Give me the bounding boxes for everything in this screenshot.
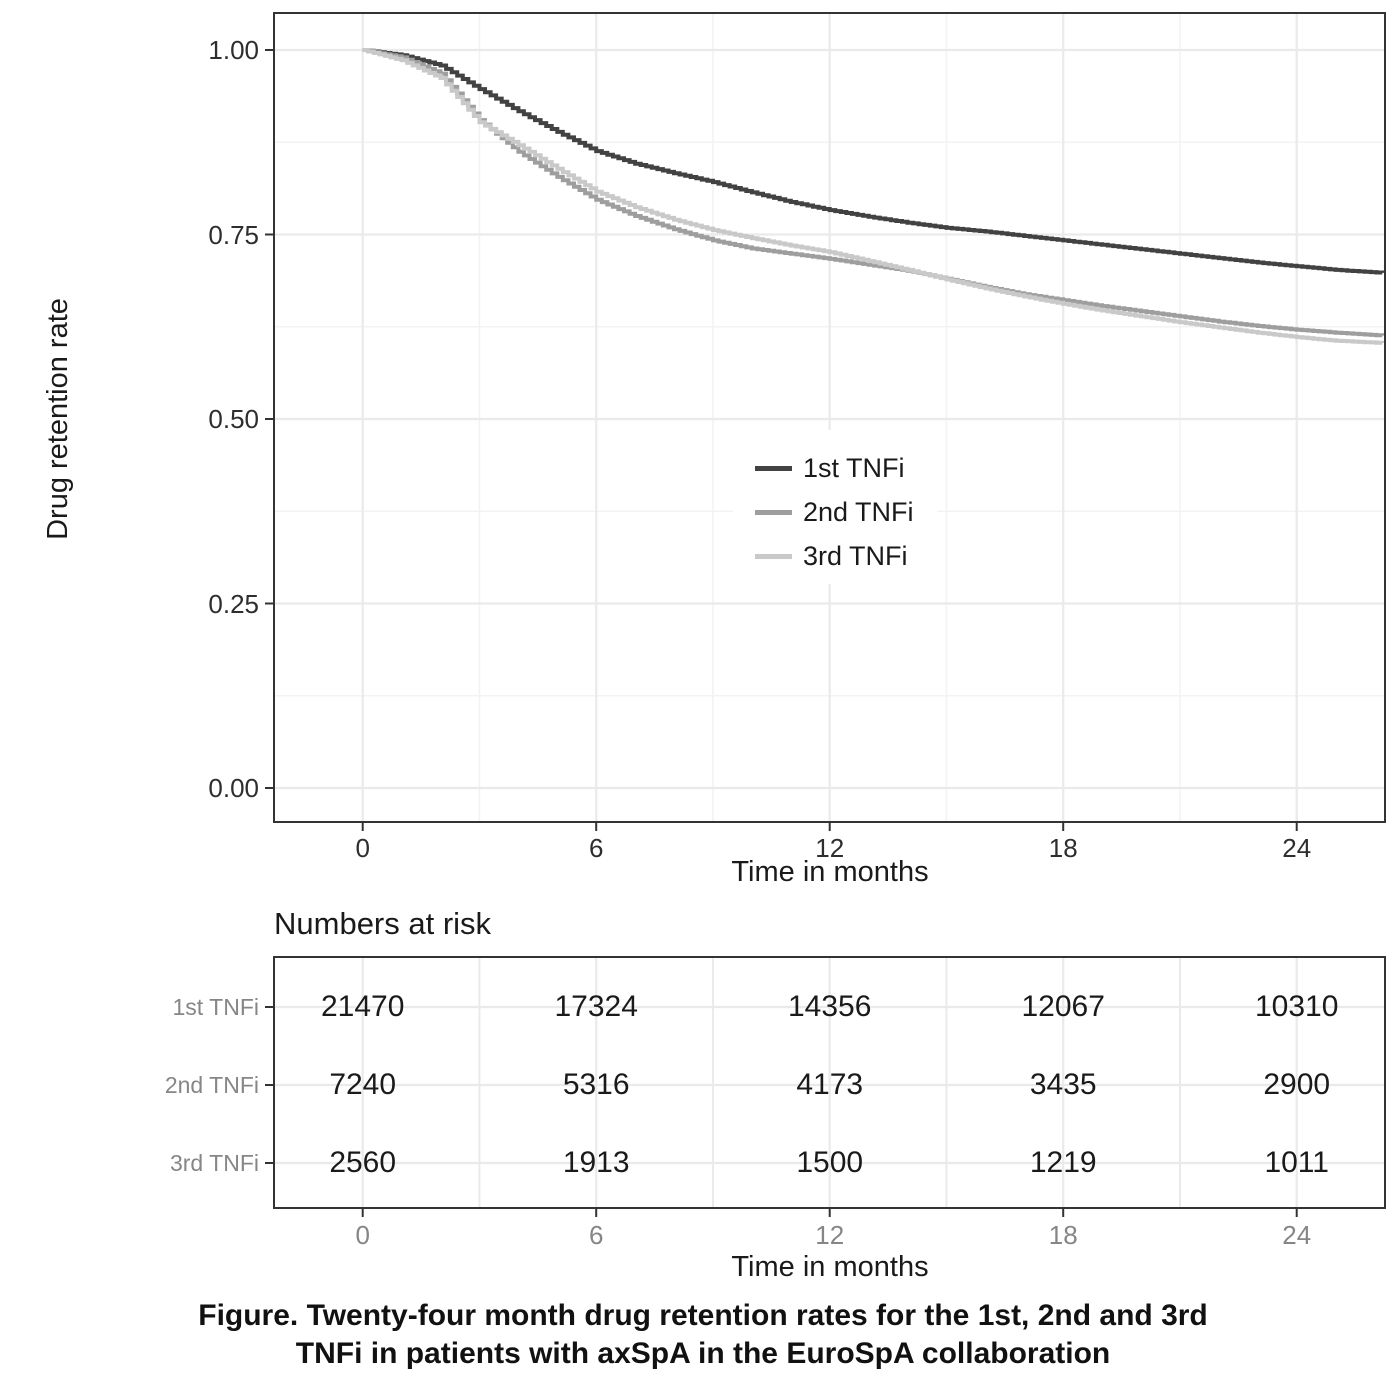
risk-value: 3435	[1029, 1068, 1097, 1101]
risk-value: 12067	[1021, 990, 1105, 1023]
y-tick-label: 0.75	[208, 219, 259, 250]
figure-caption-line-2: TNFi in patients with axSpA in the EuroS…	[295, 1337, 1111, 1370]
legend-label: 3rd TNFi	[803, 540, 908, 571]
risk-value: 1219	[1029, 1146, 1097, 1179]
km-curve-1	[362, 48, 1385, 275]
risk-value: 1913	[562, 1146, 630, 1179]
risk-value: 21470	[320, 990, 405, 1023]
legend: 1st TNFi 2nd TNFi 3rd TNFi	[733, 430, 937, 584]
legend-key-line	[755, 465, 792, 471]
y-tick-label: 1.00	[208, 35, 259, 65]
km-curve-3	[362, 48, 1385, 345]
risk-value: 1011	[1264, 1146, 1329, 1179]
risk-value: 4173	[796, 1068, 864, 1101]
legend-item: 1st TNFi	[733, 452, 905, 483]
risk-value: 1500	[796, 1146, 864, 1179]
x-tick-label-risk: 6	[588, 1220, 604, 1250]
x-tick-label-main: 6	[588, 833, 604, 863]
legend-item: 2nd TNFi	[733, 496, 914, 527]
risk-value: 7240	[329, 1068, 397, 1101]
risk-value: 2560	[329, 1146, 397, 1179]
risk-row-label: 2nd TNFi	[164, 1072, 259, 1098]
legend-item: 3rd TNFi	[733, 540, 908, 571]
y-tick-label: 0.50	[208, 404, 259, 434]
y-axis-title: Drug retention rate	[42, 298, 74, 540]
x-tick-label-risk: 24	[1282, 1220, 1312, 1250]
y-tick-label: 0.00	[208, 773, 259, 803]
risk-row-label: 1st TNFi	[172, 994, 259, 1020]
legend-label: 1st TNFi	[803, 452, 905, 483]
x-axis-title-risk: Time in months	[731, 1251, 929, 1283]
risk-row-label: 3rd TNFi	[169, 1150, 259, 1176]
risk-value: 5316	[562, 1068, 630, 1101]
risk-value: 10310	[1254, 990, 1339, 1023]
x-axis-title-main: Time in months	[731, 856, 929, 888]
x-tick-label-main: 12	[815, 833, 845, 863]
risk-value: 17324	[554, 990, 638, 1023]
x-tick-label-risk: 12	[815, 1220, 845, 1250]
figure-caption-line-1: Figure. Twenty-four month drug retention…	[198, 1299, 1208, 1332]
legend-key-line	[755, 509, 792, 515]
x-tick-label-risk: 0	[355, 1220, 370, 1250]
x-tick-label-main: 24	[1282, 833, 1312, 863]
x-tick-label-main: 0	[355, 833, 370, 863]
numbers-at-risk-title: Numbers at risk	[274, 906, 492, 941]
legend-key-line	[755, 553, 792, 559]
y-tick-label: 0.25	[208, 588, 259, 619]
x-tick-label-main: 18	[1048, 833, 1078, 863]
risk-value: 2900	[1263, 1068, 1331, 1101]
km-curve-2	[362, 48, 1385, 338]
risk-value: 14356	[787, 990, 872, 1023]
legend-label: 2nd TNFi	[803, 496, 914, 527]
x-tick-label-risk: 18	[1048, 1220, 1078, 1250]
